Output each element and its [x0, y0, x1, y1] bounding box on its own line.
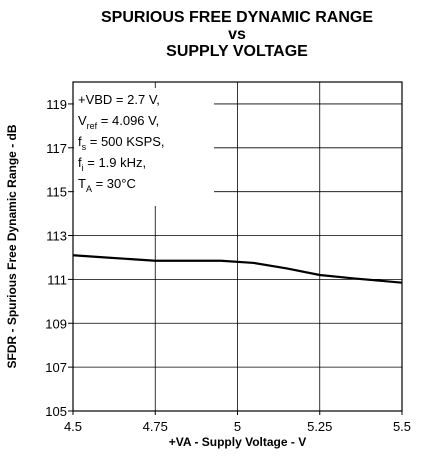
- x-tick-label: 5.5: [393, 419, 411, 434]
- x-axis-label: +VA - Supply Voltage - V: [169, 435, 306, 449]
- x-tick-label: 5.25: [307, 419, 332, 434]
- annotation-text: A: [86, 184, 92, 194]
- chart-title: SPURIOUS FREE DYNAMIC RANGE: [101, 9, 373, 26]
- y-tick-label: 109: [45, 316, 67, 331]
- x-tick-label: 4.75: [143, 419, 168, 434]
- plot-frame: [72, 81, 403, 412]
- annotation-text: = 1.9 kHz,: [84, 155, 147, 170]
- annotation-text: f: [78, 155, 82, 170]
- annotation-text: ref: [87, 121, 98, 131]
- y-tick-label: 105: [45, 404, 67, 419]
- annotation-text: = 4.096 V,: [97, 113, 159, 128]
- y-tick-label: 117: [46, 141, 67, 156]
- x-tick-label: 4.5: [64, 419, 82, 434]
- annotation-text: f: [78, 134, 82, 149]
- annotation-text: s: [82, 142, 87, 152]
- data-line: [72, 254, 403, 284]
- annotation-text: = 30°C: [92, 176, 136, 191]
- x-tick-label: 5: [234, 419, 241, 434]
- y-axis-label: SFDR - Spurious Free Dynamic Range - dB: [5, 124, 19, 368]
- y-tick-label: 115: [46, 185, 67, 200]
- annotation-text: = 500 KSPS,: [86, 134, 164, 149]
- y-tick-label: 107: [45, 360, 67, 375]
- y-tick-label: 113: [46, 229, 67, 244]
- annotation-background: [74, 88, 214, 206]
- chart-title: vs: [228, 26, 246, 43]
- annotation-text: T: [78, 176, 86, 191]
- chart-title: SUPPLY VOLTAGE: [166, 43, 308, 60]
- annotation-text: V: [78, 113, 87, 128]
- annotation-text: i: [82, 163, 84, 173]
- y-tick-label: 111: [47, 272, 67, 287]
- annotation: +VBD = 2.7 V, Vref = 4.096 V, fs = 500 KSP…: [78, 92, 165, 194]
- annotation-text: +VBD = 2.7 V,: [78, 92, 160, 107]
- y-tick-label: 119: [46, 97, 67, 112]
